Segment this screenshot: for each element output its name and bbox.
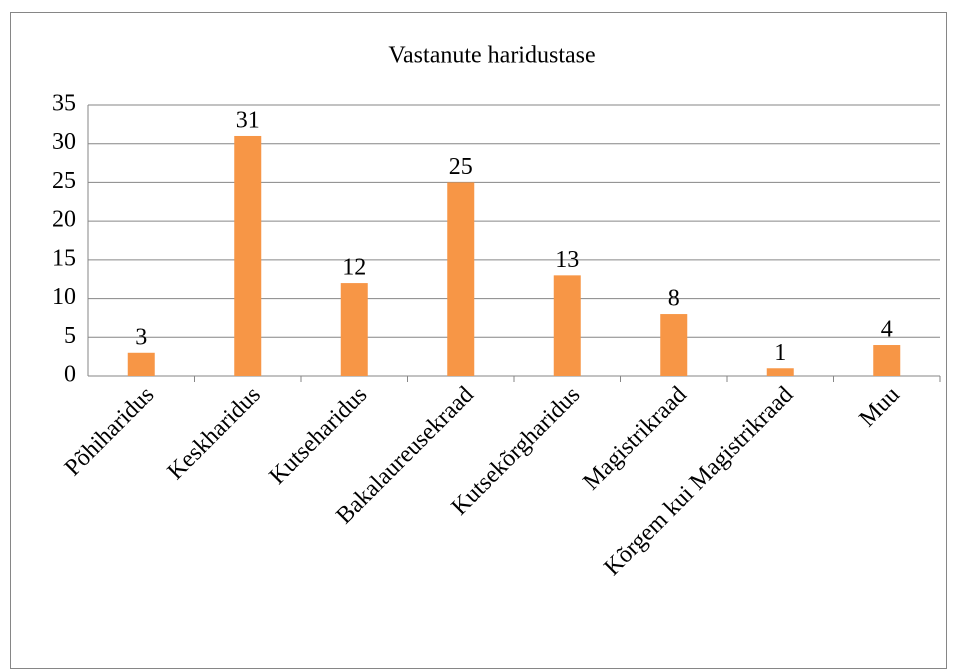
bar: [234, 135, 262, 376]
y-tick-label: 0: [64, 362, 76, 388]
y-tick-label: 35: [52, 91, 76, 117]
data-label: 13: [555, 247, 579, 273]
y-tick-label: 20: [52, 207, 76, 233]
y-tick-label: 5: [64, 323, 76, 349]
data-label: 8: [668, 286, 680, 312]
y-tick-label: 25: [52, 168, 76, 194]
chart-title: Vastanute haridustase: [388, 43, 595, 69]
data-label: 31: [236, 107, 260, 133]
chart-border: [10, 12, 947, 669]
bar: [660, 314, 688, 376]
bar: [447, 182, 475, 376]
bar: [766, 368, 794, 376]
bar: [127, 352, 155, 376]
bar: [553, 275, 581, 376]
data-label: 12: [342, 255, 366, 281]
bar: [873, 345, 901, 376]
data-label: 4: [881, 317, 893, 343]
data-label: 3: [135, 324, 147, 350]
y-tick-label: 15: [52, 245, 76, 271]
y-tick-label: 30: [52, 129, 76, 155]
bar: [340, 283, 368, 376]
data-label: 25: [449, 154, 473, 180]
y-tick-label: 10: [52, 284, 76, 310]
data-label: 1: [774, 340, 786, 366]
